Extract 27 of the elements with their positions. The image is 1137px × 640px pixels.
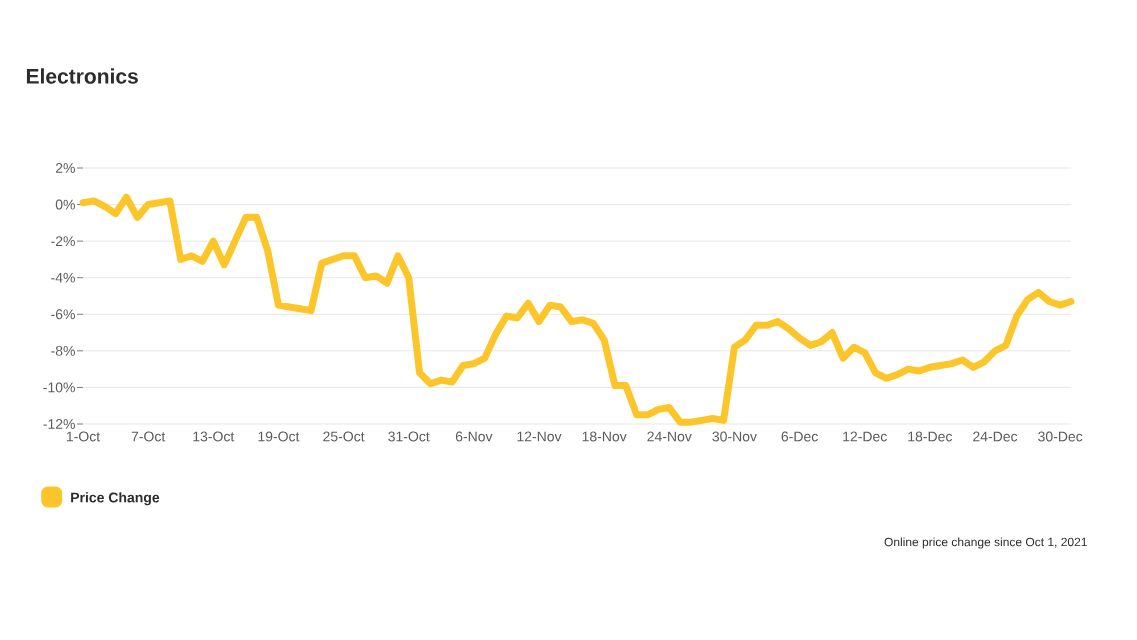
x-tick-label: 24-Dec [973,431,1018,442]
x-tick-label: 6-Nov [455,431,493,442]
y-tick-label: -12% [43,419,75,429]
y-tick-label: 2% [55,163,75,173]
x-tick-label: 24-Nov [647,431,692,442]
x-tick-label: 13-Oct [193,431,235,442]
x-tick-label: 25-Oct [323,431,365,442]
chart-title: Electronics [26,68,138,84]
y-tick-label: -2% [51,236,75,247]
y-tick-label: -6% [51,309,75,320]
y-tick-label: 0% [55,199,75,210]
legend-label: Price Change [71,492,160,506]
x-tick-label: 12-Dec [843,431,887,442]
x-tick-label: 6-Dec [781,431,818,442]
x-tick-label: 30-Dec [1038,431,1083,442]
x-tick-label: 12-Nov [517,431,562,442]
x-tick-label: 7-Oct [131,431,166,442]
y-tick-label: -8% [51,345,75,356]
x-tick-label: 19-Oct [258,431,300,442]
x-tick-label: 1-Oct [66,431,101,442]
y-tick-label: -10% [43,382,75,393]
x-tick-label: 18-Nov [582,431,627,442]
y-tick-label: -4% [51,272,75,283]
x-tick-label: 18-Dec [908,431,953,442]
text: Online price change since Oct 1, 2021 [884,537,1087,549]
x-tick-label: 31-Oct [388,431,430,442]
x-tick-label: 30-Nov [712,431,757,442]
